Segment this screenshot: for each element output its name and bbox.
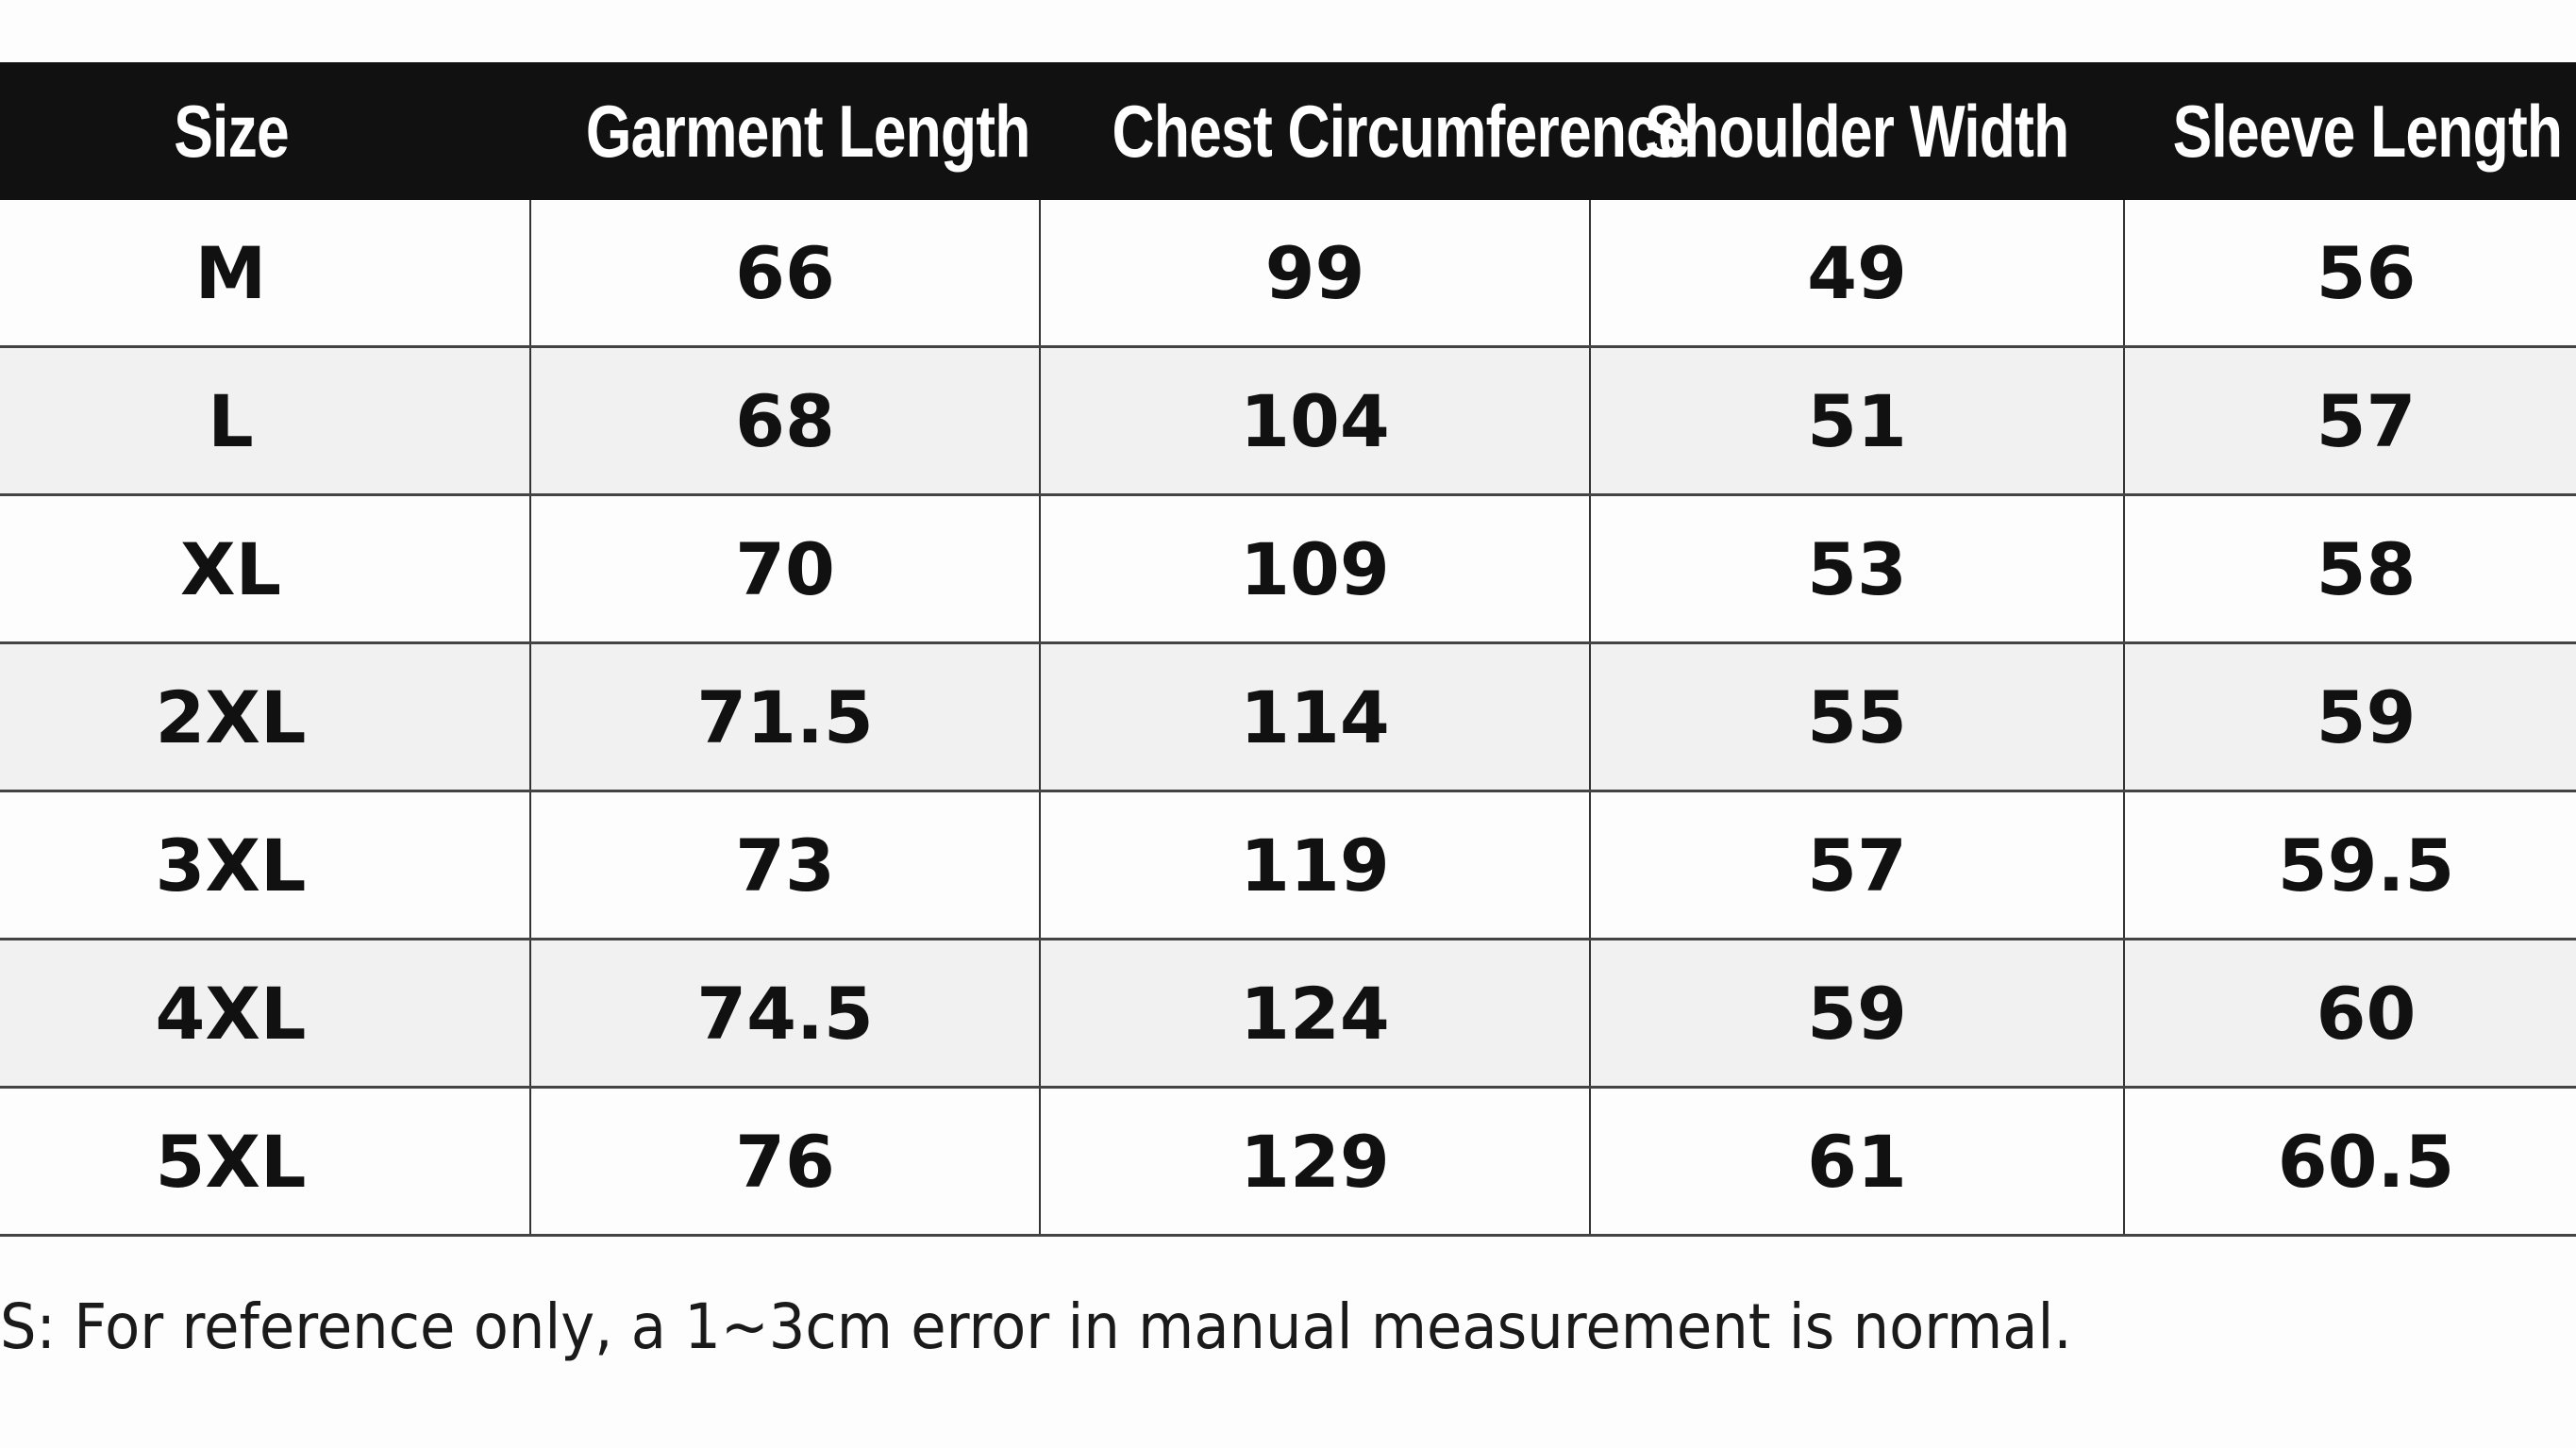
- header-chest-circumference: Chest Circumference: [1040, 62, 1691, 200]
- cell-shoulder-width: 51: [1589, 345, 2124, 495]
- cell-sleeve-length: 57: [2123, 345, 2576, 495]
- cell-shoulder-width: 61: [1589, 1086, 2124, 1237]
- header-sleeve-length: Sleeve Length: [2124, 62, 2576, 200]
- cell-chest-circumference: 124: [1039, 938, 1590, 1088]
- cell-garment-length: 70: [529, 493, 1040, 643]
- cell-garment-length: 71.5: [529, 641, 1040, 791]
- cell-shoulder-width: 59: [1589, 938, 2124, 1088]
- cell-sleeve-length: 58: [2123, 493, 2576, 643]
- cell-size: 4XL: [0, 938, 530, 1088]
- header-garment-length: Garment Length: [530, 62, 1040, 200]
- header-size: Size: [0, 62, 530, 200]
- table-row: 2XL 71.5 114 55 59: [0, 641, 2576, 791]
- table-row: L 68 104 51 57: [0, 345, 2576, 495]
- cell-chest-circumference: 114: [1039, 641, 1590, 791]
- cell-shoulder-width: 57: [1589, 790, 2124, 940]
- cell-chest-circumference: 104: [1039, 345, 1590, 495]
- cell-size: M: [194, 230, 267, 315]
- table-row: M 66 99 49 56: [0, 200, 2576, 347]
- cell-size: XL: [0, 493, 530, 643]
- cell-shoulder-width: 55: [1589, 641, 2124, 791]
- cell-chest-circumference: 129: [1039, 1086, 1590, 1237]
- cell-size: 3XL: [0, 790, 530, 940]
- table-row: XL 70 109 53 58: [0, 493, 2576, 643]
- cell-shoulder-width: 53: [1589, 493, 2124, 643]
- cell-sleeve-length: 59.5: [2123, 790, 2576, 940]
- cell-garment-length: 68: [529, 345, 1040, 495]
- cell-chest-circumference: 109: [1039, 493, 1590, 643]
- cell-chest-circumference: 119: [1039, 790, 1590, 940]
- cell-sleeve-length: 59: [2123, 641, 2576, 791]
- cell-garment-length: 73: [529, 790, 1040, 940]
- header-shoulder-width: Shoulder Width: [1590, 62, 2124, 200]
- cell-sleeve-length: 60.5: [2123, 1086, 2576, 1237]
- footnote: S: For reference only, a 1~3cm error in …: [0, 1290, 2072, 1363]
- cell-garment-length: 76: [529, 1086, 1040, 1237]
- table-row: 4XL 74.5 124 59 60: [0, 938, 2576, 1088]
- table-row: 3XL 73 119 57 59.5: [0, 790, 2576, 940]
- cell-chest-circumference: 99: [1039, 200, 1590, 347]
- header-row: Size Garment Length Chest Circumference …: [0, 62, 2576, 200]
- cell-garment-length: 74.5: [529, 938, 1040, 1088]
- cell-size: L: [0, 345, 530, 495]
- cell-sleeve-length: 56: [2123, 200, 2576, 347]
- cell-sleeve-length: 60: [2123, 938, 2576, 1088]
- cell-shoulder-width: 49: [1589, 200, 2124, 347]
- table-row: 5XL 76 129 61 60.5: [0, 1086, 2576, 1237]
- size-chart-table: Size Garment Length Chest Circumference …: [0, 62, 2576, 1237]
- cell-garment-length: 66: [529, 200, 1040, 347]
- cell-size: 2XL: [0, 641, 530, 791]
- cell-size: 5XL: [0, 1086, 530, 1237]
